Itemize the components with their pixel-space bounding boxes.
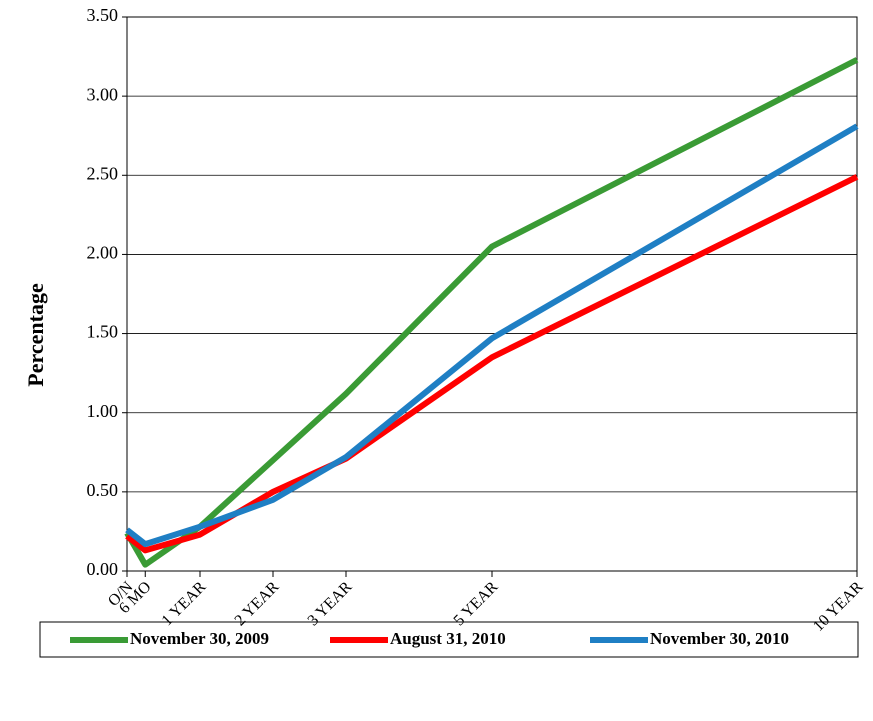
series-line (125, 174, 859, 554)
y-tick-label: 3.00 (87, 84, 119, 104)
legend-box (39, 621, 859, 658)
y-tick-label: 2.50 (87, 163, 119, 183)
y-tick-label: 1.50 (87, 322, 119, 342)
series-line (125, 123, 859, 548)
legend-label: November 30, 2009 (130, 629, 269, 648)
plot-frame (126, 16, 858, 572)
y-axis-label: Percentage (23, 283, 48, 387)
y-tick-label: 0.00 (87, 559, 119, 579)
legend-label: November 30, 2010 (650, 629, 789, 648)
series-line (124, 57, 859, 568)
y-tick-label: 1.00 (87, 401, 119, 421)
y-tick-label: 3.50 (87, 5, 119, 25)
legend-label: August 31, 2010 (390, 629, 506, 648)
y-tick-label: 0.50 (87, 480, 119, 500)
y-tick-label: 2.00 (87, 243, 119, 263)
